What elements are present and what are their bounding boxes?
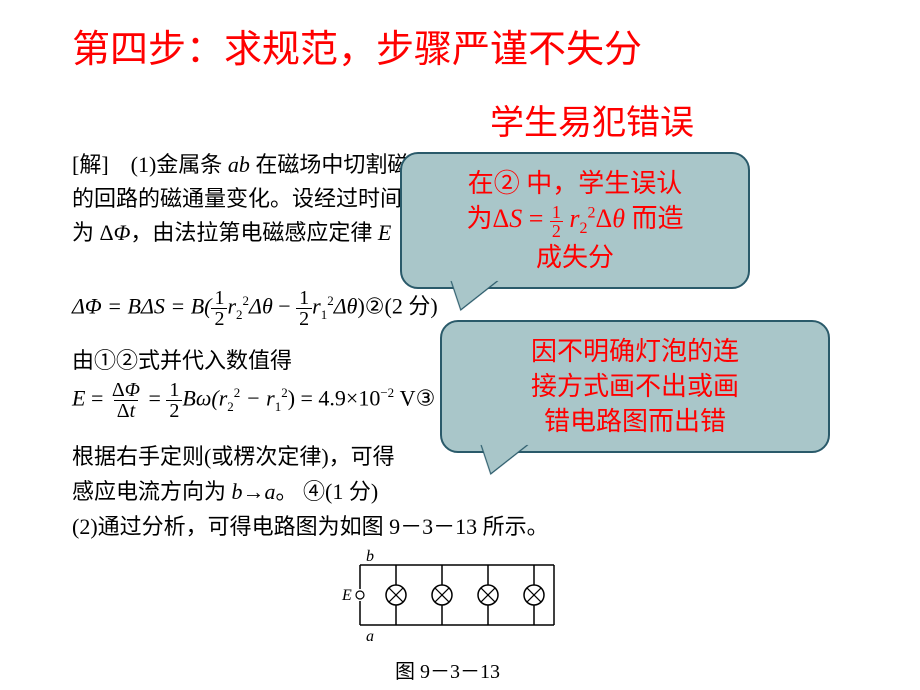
unit: V bbox=[394, 386, 415, 411]
circuit-svg: b a E bbox=[340, 545, 580, 665]
fraction-half: 12 bbox=[296, 288, 312, 329]
eq-text: − r bbox=[240, 386, 274, 411]
svg-text:E: E bbox=[341, 587, 352, 604]
eq-val: ) = 4.9×10 bbox=[288, 386, 381, 411]
dtheta: Δθ bbox=[334, 294, 358, 319]
text: 为 Δ bbox=[72, 220, 114, 245]
page-title: 第四步：求规范，步骤严谨不失分 bbox=[72, 18, 642, 73]
bubble-line: 错电路图而出错 bbox=[460, 404, 810, 439]
bubble-line: 接方式画不出或画 bbox=[460, 369, 810, 404]
var-ba: b→a bbox=[232, 479, 276, 504]
solution-line-5: 根据右手定则(或楞次定律)，可得 bbox=[72, 440, 395, 473]
bubble-line: 成失分 bbox=[420, 240, 730, 275]
bubble-line: 因不明确灯泡的连 bbox=[460, 334, 810, 369]
text: 。 ④(1 分) bbox=[276, 479, 379, 504]
solution-line-7: (2)通过分析，可得电路图为如图 9－3－13 所示。 bbox=[72, 510, 549, 543]
eq-tail: ③ bbox=[416, 386, 436, 411]
bubble-line: 在② 中，学生误认 bbox=[420, 166, 730, 201]
frac-dphi-dt: ΔΦΔt bbox=[109, 380, 143, 421]
circuit-diagram: b a E bbox=[340, 545, 580, 665]
fraction-half: 12 bbox=[211, 288, 227, 329]
fraction-half: 12 bbox=[166, 380, 182, 421]
t: = bbox=[522, 204, 550, 233]
var-r1: r bbox=[312, 294, 321, 319]
bubble-line: 为ΔS = 12 r22Δθ 而造 bbox=[420, 201, 730, 240]
bubble-tail bbox=[443, 279, 499, 309]
var-E: E bbox=[72, 386, 85, 411]
eq-text: ΔΦ = BΔS = B( bbox=[72, 294, 211, 319]
var-r: r bbox=[569, 204, 579, 233]
figure-caption: 图 9－3－13 bbox=[395, 655, 500, 684]
svg-text:b: b bbox=[366, 548, 374, 565]
var-ab: ab bbox=[228, 152, 250, 177]
var-phi: Φ bbox=[114, 220, 131, 245]
eq-text: Bω(r bbox=[182, 386, 227, 411]
bubble-tail bbox=[473, 443, 529, 473]
equation-1: ΔΦ = BΔS = B(12r22Δθ − 12r12Δθ)②(2 分) bbox=[72, 288, 438, 329]
t: 为Δ bbox=[466, 204, 509, 233]
var-S: S bbox=[509, 204, 522, 233]
solution-line-3: 为 ΔΦ，由法拉第电磁感应定律 E bbox=[72, 216, 391, 249]
solution-line-1: [解] (1)金属条 ab 在磁场中切割磁 bbox=[72, 148, 409, 181]
text: 感应电流方向为 bbox=[72, 479, 232, 504]
solution-line-4: 由①②式并代入数值得 bbox=[72, 344, 292, 377]
dtheta: Δθ bbox=[249, 294, 273, 319]
var-theta: θ bbox=[612, 204, 625, 233]
svg-text:a: a bbox=[366, 628, 374, 645]
text: [解] (1)金属条 bbox=[72, 152, 228, 177]
equation-2: E = ΔΦΔt = 12Bω(r22 − r12) = 4.9×10−2 V③ bbox=[72, 380, 435, 421]
subtitle: 学生易犯错误 bbox=[490, 95, 694, 144]
fraction-half: 12 bbox=[550, 203, 563, 240]
t: Δ bbox=[596, 204, 613, 233]
callout-bubble-2: 因不明确灯泡的连 接方式画不出或画 错电路图而出错 bbox=[440, 320, 830, 453]
solution-line-2: 的回路的磁通量变化。设经过时间 bbox=[72, 182, 402, 215]
callout-bubble-1: 在② 中，学生误认 为ΔS = 12 r22Δθ 而造 成失分 bbox=[400, 152, 750, 289]
eq-tail: )②(2 分) bbox=[357, 294, 437, 319]
solution-line-6: 感应电流方向为 b→a。 ④(1 分) bbox=[72, 475, 378, 508]
text: ，由法拉第电磁感应定律 bbox=[130, 220, 378, 245]
text: 在磁场中切割磁 bbox=[250, 152, 410, 177]
var-E: E bbox=[378, 220, 391, 245]
t: 而造 bbox=[625, 204, 684, 233]
eq: = bbox=[85, 386, 108, 411]
var-r2: r bbox=[227, 294, 236, 319]
